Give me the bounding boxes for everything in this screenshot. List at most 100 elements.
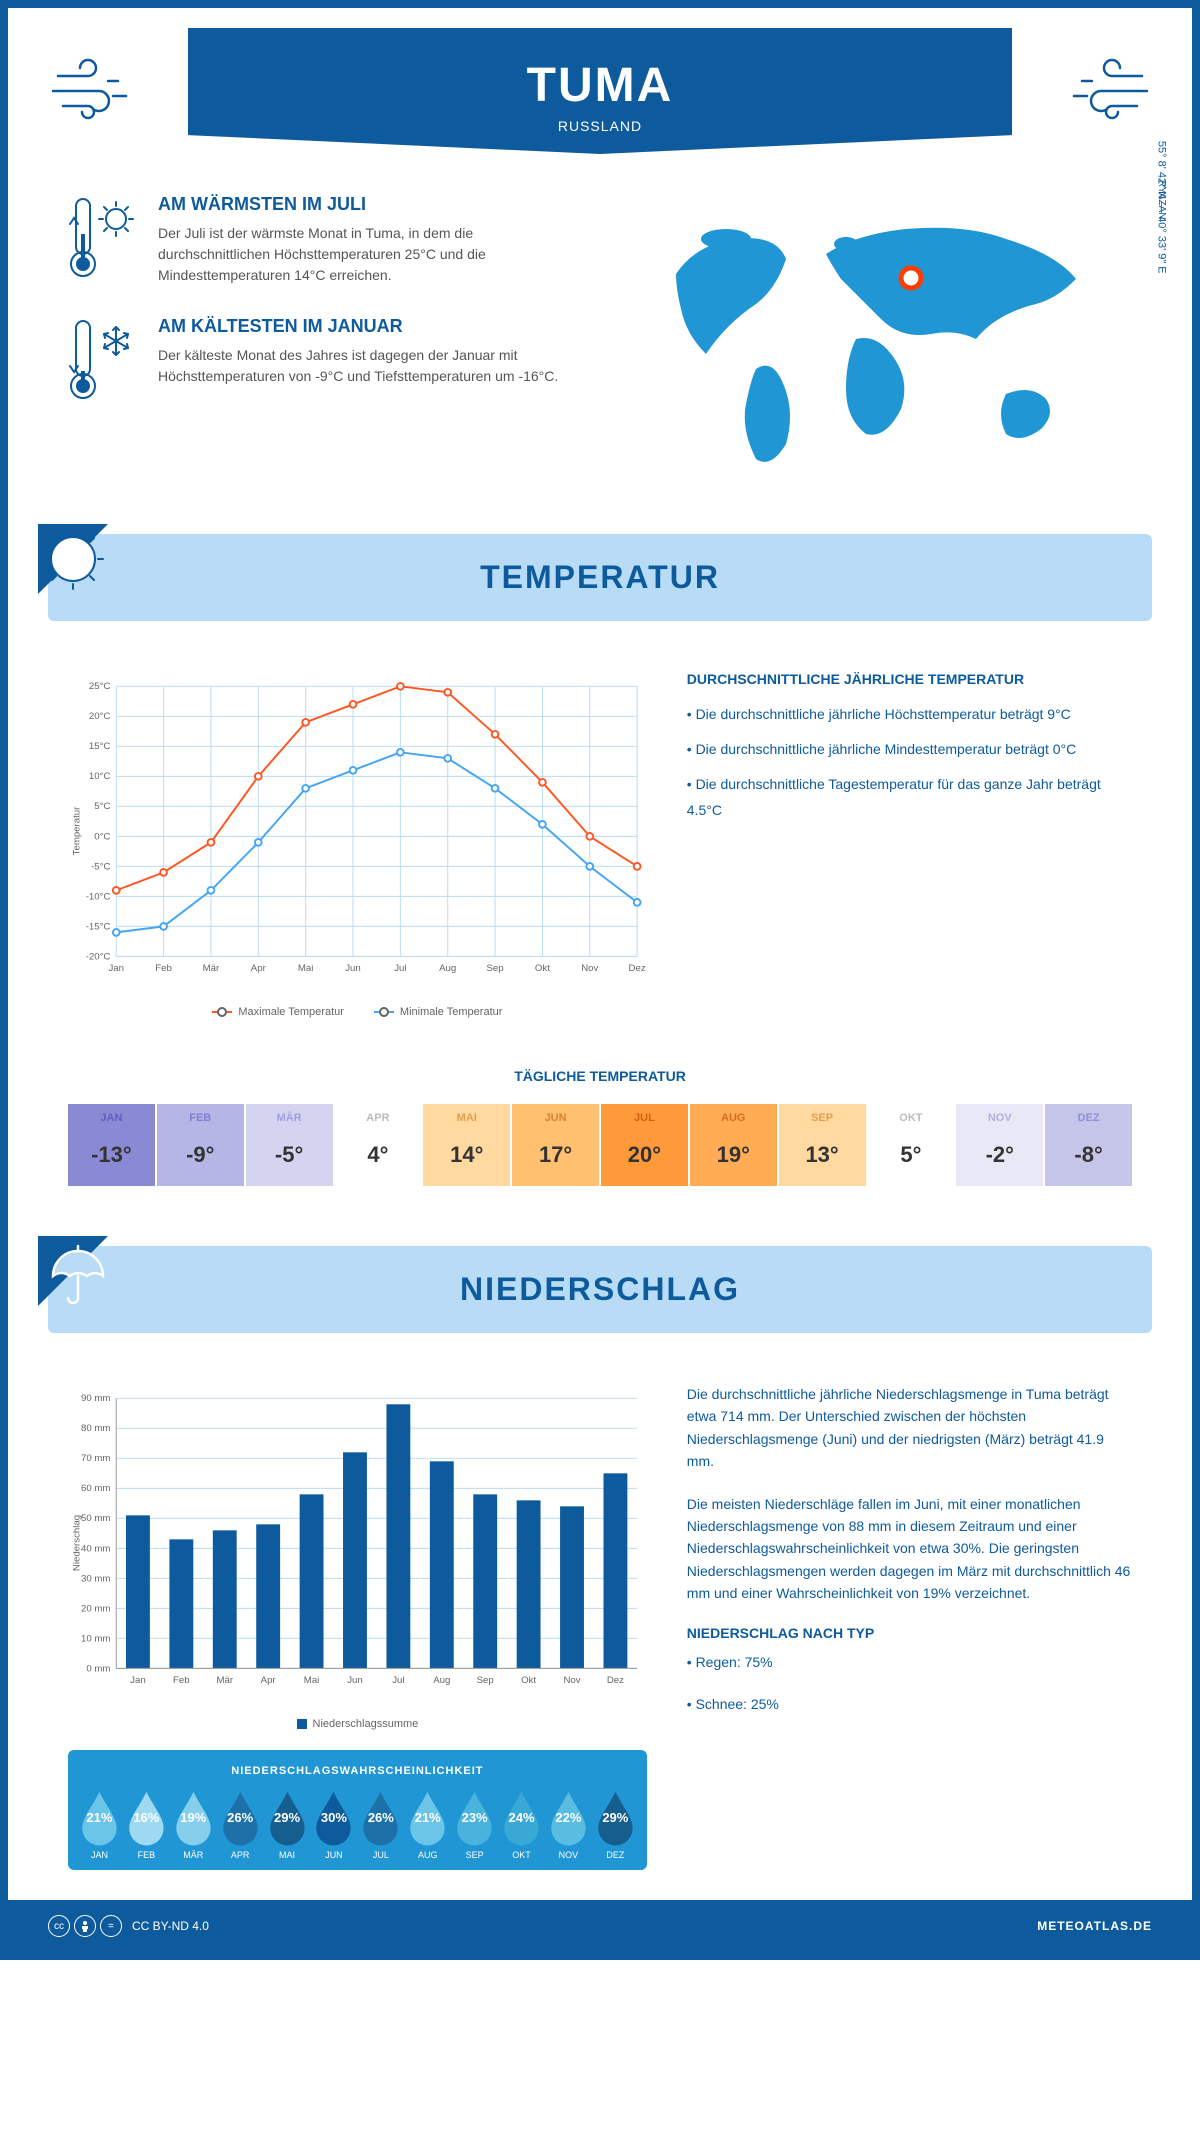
temp-section-title: TEMPERATUR bbox=[68, 559, 1132, 596]
wind-icon-left bbox=[48, 51, 148, 131]
precip-type-1: • Schnee: 25% bbox=[687, 1693, 1132, 1715]
svg-text:Temperatur: Temperatur bbox=[72, 806, 83, 855]
svg-text:Jan: Jan bbox=[108, 963, 124, 974]
thermometer-snow-icon bbox=[68, 316, 138, 406]
svg-text:Mär: Mär bbox=[216, 1675, 233, 1686]
month-cell: JUL 20° bbox=[601, 1104, 688, 1186]
region-label: RYAZAN bbox=[1157, 180, 1168, 220]
svg-text:20°C: 20°C bbox=[89, 711, 111, 722]
probability-drop: 21% JAN bbox=[78, 1789, 121, 1860]
month-cell: MÄR -5° bbox=[246, 1104, 333, 1186]
probability-drop: 21% AUG bbox=[406, 1789, 449, 1860]
svg-text:0 mm: 0 mm bbox=[86, 1663, 110, 1674]
svg-text:Dez: Dez bbox=[607, 1675, 624, 1686]
probability-drop: 29% DEZ bbox=[594, 1789, 637, 1860]
svg-text:-20°C: -20°C bbox=[86, 951, 111, 962]
header-banner: TUMA RUSSLAND bbox=[188, 28, 1012, 154]
svg-text:0°C: 0°C bbox=[94, 831, 110, 842]
svg-text:Jun: Jun bbox=[347, 1675, 363, 1686]
coldest-text: Der kälteste Monat des Jahres ist dagege… bbox=[158, 345, 580, 387]
month-cell: JUN 17° bbox=[512, 1104, 599, 1186]
svg-text:Feb: Feb bbox=[173, 1675, 190, 1686]
legend-max: Maximale Temperatur bbox=[238, 1006, 344, 1018]
probability-drop: 22% NOV bbox=[547, 1789, 590, 1860]
temp-bullet-1: • Die durchschnittliche jährliche Mindes… bbox=[687, 737, 1132, 762]
site-name: METEOATLAS.DE bbox=[1037, 1919, 1152, 1933]
svg-text:Aug: Aug bbox=[433, 1675, 450, 1686]
svg-text:10°C: 10°C bbox=[89, 771, 111, 782]
thermometer-sun-icon bbox=[68, 194, 138, 284]
month-cell: JAN -13° bbox=[68, 1104, 155, 1186]
daily-temp-title: TÄGLICHE TEMPERATUR bbox=[68, 1068, 1132, 1084]
svg-text:Apr: Apr bbox=[251, 963, 267, 974]
precipitation-bar-chart: 0 mm10 mm20 mm30 mm40 mm50 mm60 mm70 mm8… bbox=[68, 1383, 647, 1703]
probability-drop: 30% JUN bbox=[312, 1789, 355, 1860]
probability-drop: 26% JUL bbox=[359, 1789, 402, 1860]
svg-text:60 mm: 60 mm bbox=[81, 1483, 110, 1494]
precip-text-2: Die meisten Niederschläge fallen im Juni… bbox=[687, 1493, 1132, 1605]
svg-text:40 mm: 40 mm bbox=[81, 1543, 110, 1554]
svg-text:Mai: Mai bbox=[298, 963, 314, 974]
probability-drop: 19% MÄR bbox=[172, 1789, 215, 1860]
temp-section-header: TEMPERATUR bbox=[48, 534, 1152, 621]
svg-text:Okt: Okt bbox=[521, 1675, 536, 1686]
probability-drop: 16% FEB bbox=[125, 1789, 168, 1860]
svg-text:-10°C: -10°C bbox=[86, 891, 111, 902]
country-label: RUSSLAND bbox=[208, 118, 992, 134]
city-title: TUMA bbox=[208, 58, 992, 113]
precip-type-0: • Regen: 75% bbox=[687, 1651, 1132, 1673]
month-cell: NOV -2° bbox=[956, 1104, 1043, 1186]
svg-text:Aug: Aug bbox=[439, 963, 456, 974]
probability-drop: 26% APR bbox=[219, 1789, 262, 1860]
cc-icon: cc bbox=[48, 1915, 70, 1937]
svg-text:Nov: Nov bbox=[581, 963, 598, 974]
svg-text:70 mm: 70 mm bbox=[81, 1453, 110, 1464]
svg-text:-5°C: -5°C bbox=[91, 861, 110, 872]
probability-drop: 24% OKT bbox=[500, 1789, 543, 1860]
footer: cc = CC BY-ND 4.0 METEOATLAS.DE bbox=[8, 1900, 1192, 1952]
svg-text:20 mm: 20 mm bbox=[81, 1603, 110, 1614]
svg-text:Mai: Mai bbox=[304, 1675, 320, 1686]
temp-legend: Maximale Temperatur Minimale Temperatur bbox=[68, 1006, 647, 1018]
svg-text:Sep: Sep bbox=[477, 1675, 494, 1686]
svg-text:-15°C: -15°C bbox=[86, 921, 111, 932]
warmest-title: AM WÄRMSTEN IM JULI bbox=[158, 194, 580, 215]
sun-icon bbox=[38, 524, 128, 614]
svg-text:Jan: Jan bbox=[130, 1675, 146, 1686]
month-cell: AUG 19° bbox=[690, 1104, 777, 1186]
umbrella-icon bbox=[38, 1236, 128, 1326]
probability-drops: 21% JAN 16% FEB 19% MÄR 26% APR bbox=[78, 1789, 637, 1860]
svg-text:5°C: 5°C bbox=[94, 801, 110, 812]
month-cell: DEZ -8° bbox=[1045, 1104, 1132, 1186]
cc-icons: cc = bbox=[48, 1915, 122, 1937]
svg-text:Jun: Jun bbox=[345, 963, 361, 974]
svg-text:30 mm: 30 mm bbox=[81, 1573, 110, 1584]
svg-text:Feb: Feb bbox=[155, 963, 172, 974]
temp-bullet-2: • Die durchschnittliche Tagestemperatur … bbox=[687, 772, 1132, 822]
by-icon bbox=[74, 1915, 96, 1937]
month-cell: MAI 14° bbox=[423, 1104, 510, 1186]
temperature-line-chart: -20°C -15°C -10°C -5°C 0°C 5°C 10°C 15°C 20°C 25°… bbox=[68, 671, 647, 991]
svg-text:Apr: Apr bbox=[261, 1675, 277, 1686]
svg-text:Jul: Jul bbox=[394, 963, 406, 974]
warmest-text: Der Juli ist der wärmste Monat in Tuma, … bbox=[158, 223, 580, 286]
svg-text:15°C: 15°C bbox=[89, 741, 111, 752]
svg-text:90 mm: 90 mm bbox=[81, 1393, 110, 1404]
probability-drop: 29% MAI bbox=[266, 1789, 309, 1860]
temp-info-title: DURCHSCHNITTLICHE JÄHRLICHE TEMPERATUR bbox=[687, 671, 1132, 687]
precip-text-1: Die durchschnittliche jährliche Niedersc… bbox=[687, 1383, 1132, 1473]
probability-drop: 23% SEP bbox=[453, 1789, 496, 1860]
svg-text:Niederschlag: Niederschlag bbox=[72, 1515, 83, 1571]
prob-title: NIEDERSCHLAGSWAHRSCHEINLICHKEIT bbox=[78, 1765, 637, 1777]
svg-text:25°C: 25°C bbox=[89, 681, 111, 692]
legend-min: Minimale Temperatur bbox=[400, 1006, 503, 1018]
month-cell: APR 4° bbox=[335, 1104, 422, 1186]
probability-box: NIEDERSCHLAGSWAHRSCHEINLICHKEIT 21% JAN … bbox=[68, 1750, 647, 1870]
precip-type-title: NIEDERSCHLAG NACH TYP bbox=[687, 1625, 1132, 1641]
precip-legend-label: Niederschlagssumme bbox=[313, 1718, 419, 1730]
precip-section-header: NIEDERSCHLAG bbox=[48, 1246, 1152, 1333]
license-text: CC BY-ND 4.0 bbox=[132, 1919, 209, 1933]
svg-text:Sep: Sep bbox=[487, 963, 504, 974]
month-cell: FEB -9° bbox=[157, 1104, 244, 1186]
svg-text:Nov: Nov bbox=[563, 1675, 580, 1686]
